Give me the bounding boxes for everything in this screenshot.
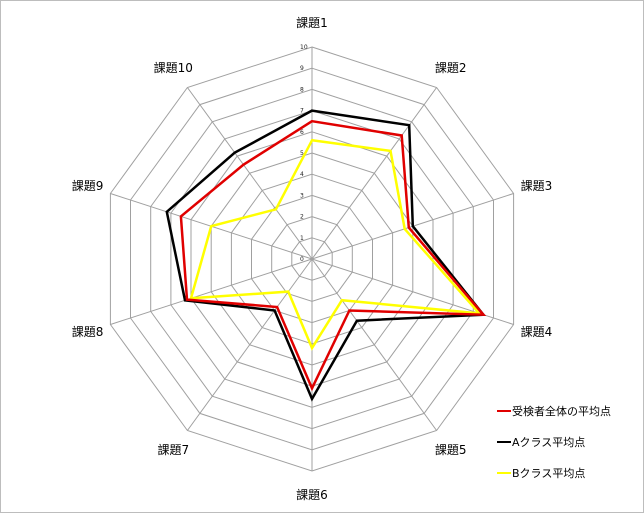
legend-swatch-class-b <box>497 471 511 474</box>
legend-item-class-a: Aクラス平均点 <box>497 434 637 449</box>
tick-label-4: 4 <box>300 171 304 178</box>
legend-item-overall: 受検者全体の平均点 <box>497 403 637 418</box>
grid-spoke-8 <box>110 258 313 325</box>
legend: 受検者全体の平均点 Aクラス平均点 Bクラス平均点 <box>497 403 637 496</box>
tick-label-1: 1 <box>300 235 304 242</box>
category-label-10: 課題10 <box>154 60 193 75</box>
category-label-6: 課題6 <box>296 487 328 502</box>
data-series <box>165 109 487 402</box>
series-line-1 <box>179 119 487 392</box>
tick-label-6: 6 <box>300 129 304 136</box>
series-line-3 <box>189 138 483 351</box>
grid-spoke-10 <box>186 87 313 260</box>
tick-label-10: 10 <box>300 44 308 51</box>
legend-label-overall: 受検者全体の平均点 <box>512 404 611 418</box>
series-line-2 <box>165 109 486 402</box>
category-label-7: 課題7 <box>157 442 189 457</box>
radial-tick-labels: 0 1 2 3 4 5 6 7 8 9 10 <box>300 44 308 263</box>
category-label-9: 課題9 <box>72 178 104 193</box>
legend-swatch-overall <box>497 409 511 412</box>
category-label-8: 課題8 <box>72 324 104 339</box>
grid-spoke-2 <box>311 87 438 260</box>
category-label-5: 課題5 <box>435 442 467 457</box>
tick-label-3: 3 <box>300 192 304 199</box>
category-labels: 課題1 課題2 課題3 課題4 課題5 課題6 課題7 課題8 課題9 課題10 <box>72 15 552 502</box>
tick-label-5: 5 <box>300 150 304 157</box>
legend-item-class-b: Bクラス平均点 <box>497 465 637 480</box>
category-label-4: 課題4 <box>521 324 553 339</box>
legend-label-class-a: Aクラス平均点 <box>512 435 586 449</box>
grid-spoke-7 <box>186 258 313 431</box>
tick-label-0: 0 <box>300 256 304 263</box>
legend-swatch-class-a <box>497 440 511 443</box>
category-label-2: 課題2 <box>435 60 467 75</box>
grid-spoke-5 <box>311 258 438 431</box>
tick-label-7: 7 <box>300 108 304 115</box>
tick-label-9: 9 <box>300 65 304 72</box>
category-label-3: 課題3 <box>521 178 553 193</box>
legend-label-class-b: Bクラス平均点 <box>512 466 586 480</box>
category-label-1: 課題1 <box>296 15 328 30</box>
tick-label-2: 2 <box>300 214 304 221</box>
tick-label-8: 8 <box>300 86 304 93</box>
